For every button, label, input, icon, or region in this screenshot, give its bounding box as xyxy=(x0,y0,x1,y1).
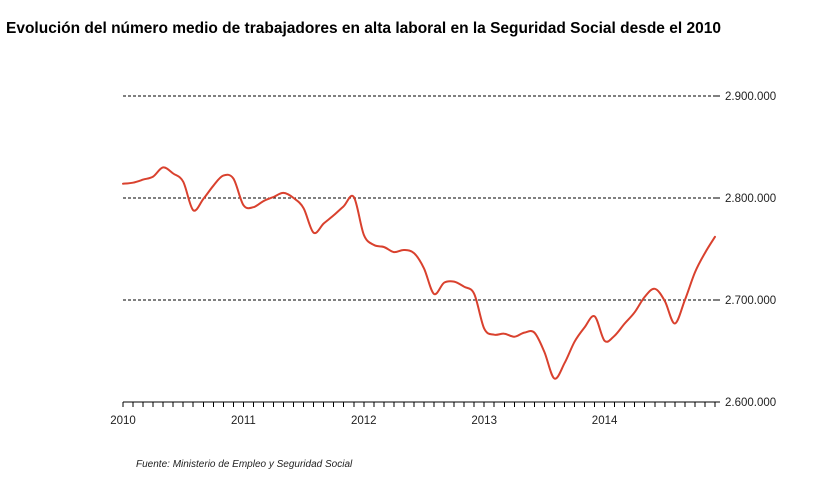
y-tick-label: 2.600.000 xyxy=(725,397,776,409)
source-note: Fuente: Ministerio de Empleo y Seguridad… xyxy=(136,459,353,470)
series-line-0 xyxy=(122,166,716,380)
x-tick-label-1: 2011 xyxy=(231,415,256,427)
x-tick-label-2: 2012 xyxy=(351,415,377,427)
y-tick-label: 2.800.000 xyxy=(725,193,776,205)
x-tick-label-0: 2010 xyxy=(110,415,136,427)
axis-layer xyxy=(122,95,720,407)
x-tick-label-4: 2014 xyxy=(592,415,618,427)
y-tick-label: 2.700.000 xyxy=(725,295,776,307)
grid-layer xyxy=(123,95,715,301)
y-tick-label: 2.900.000 xyxy=(725,91,776,103)
label-layer: 2.900.000 2.800.000 2.700.000 2.600.000 2010… xyxy=(110,91,776,427)
series-layer xyxy=(122,166,716,380)
chart-title: Evolución del número medio de trabajador… xyxy=(6,20,721,37)
x-tick-label-3: 2013 xyxy=(471,415,497,427)
